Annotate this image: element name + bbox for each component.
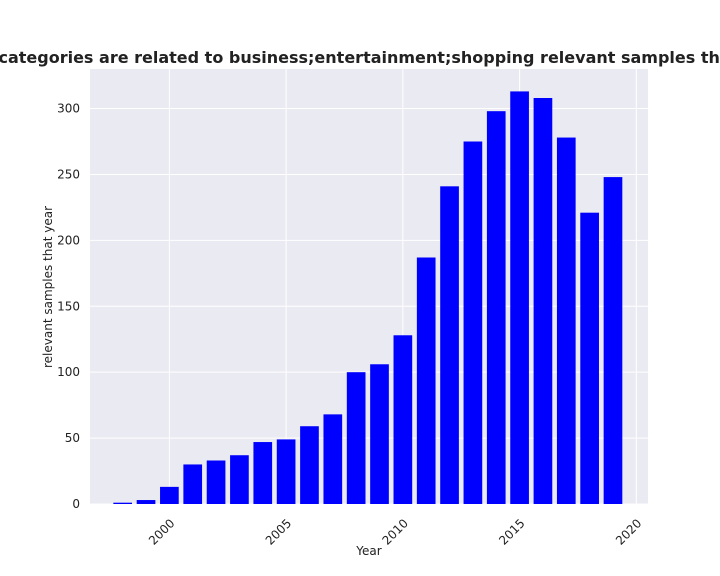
bar-2017 [556,137,576,504]
bar-1999 [136,500,156,504]
bar-2005 [276,439,296,504]
bar-2000 [160,486,179,504]
plot-area [90,69,648,504]
y-tick-label: 0 [72,497,80,511]
y-tick-label: 150 [57,299,80,313]
chart-title: Number of apps whose categories are rela… [0,48,720,67]
bar-2010 [393,335,413,504]
y-tick-label: 200 [57,233,80,247]
bar-2011 [416,257,436,504]
y-tick-label: 250 [57,167,80,181]
bar-2003 [230,455,249,504]
bars [113,91,623,504]
y-tick-label: 50 [65,431,80,445]
bar-2009 [370,364,389,504]
bar-2019 [603,177,623,504]
x-axis-label: Year [355,544,381,558]
bar-2018 [580,212,599,504]
bar-2002 [206,460,226,504]
bar-2008 [346,372,366,504]
bar-2013 [463,141,483,504]
bar-2015 [510,91,529,504]
y-axis-label: relevant samples that year [41,206,55,368]
y-tick-label: 100 [57,365,80,379]
bar-2014 [486,111,506,504]
bar-2016 [533,98,553,504]
y-tick-label: 300 [57,102,80,116]
bar-1998 [113,502,133,504]
bar-2001 [183,464,203,504]
bar-2007 [323,414,343,504]
bar-2012 [440,186,459,504]
bar-2004 [253,442,273,504]
y-axis-ticks: 0 50 100 150 200 250 300 [57,102,80,511]
bar-2006 [300,426,319,504]
